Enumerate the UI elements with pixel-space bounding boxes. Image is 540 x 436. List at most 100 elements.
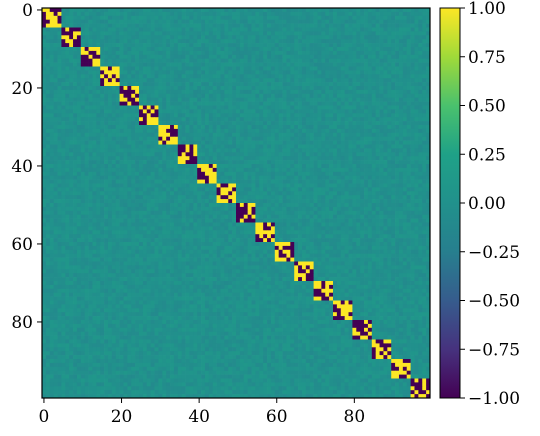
heatmap-cell xyxy=(80,113,86,118)
heatmap-cell xyxy=(107,160,113,165)
heatmap-cell xyxy=(228,70,233,75)
heatmap-cell xyxy=(360,156,365,161)
heatmap-cell xyxy=(201,70,206,75)
heatmap-cell xyxy=(170,179,175,184)
heatmap-cell xyxy=(204,167,210,173)
heatmap-cell xyxy=(53,144,58,149)
heatmap-cell xyxy=(208,156,214,161)
heatmap-cell xyxy=(298,144,303,149)
heatmap-cell xyxy=(410,50,415,56)
heatmap-cell xyxy=(294,70,299,75)
heatmap-cell xyxy=(104,82,109,87)
heatmap-cell xyxy=(146,183,151,188)
heatmap-cell xyxy=(309,136,314,141)
heatmap-cell xyxy=(387,74,392,79)
heatmap-cell xyxy=(325,171,330,177)
heatmap-cell xyxy=(313,136,318,141)
heatmap-cell xyxy=(228,47,233,52)
heatmap-cell xyxy=(309,93,314,99)
heatmap-cell xyxy=(278,97,283,102)
heatmap-cell xyxy=(173,113,179,118)
heatmap-cell xyxy=(96,144,101,149)
heatmap-cell xyxy=(181,43,186,48)
heatmap-cell xyxy=(224,23,229,28)
heatmap-cell xyxy=(131,152,136,157)
heatmap-cell xyxy=(232,15,237,21)
heatmap-cell xyxy=(142,97,148,102)
heatmap-cell xyxy=(270,171,276,177)
heatmap-cell xyxy=(333,23,338,28)
heatmap-cell xyxy=(239,128,245,134)
heatmap-cell xyxy=(398,43,404,48)
heatmap-cell xyxy=(115,144,120,149)
heatmap-cell xyxy=(414,74,419,79)
heatmap-cell xyxy=(239,121,245,126)
heatmap-cell xyxy=(236,93,241,99)
heatmap-cell xyxy=(45,121,51,126)
heatmap-cell xyxy=(135,47,140,52)
heatmap-cell xyxy=(333,105,338,110)
heatmap-cell xyxy=(201,109,206,114)
heatmap-cell xyxy=(414,117,419,122)
heatmap-cell xyxy=(173,39,179,44)
heatmap-cell xyxy=(100,121,105,126)
heatmap-cell xyxy=(325,136,330,141)
heatmap-cell xyxy=(220,47,225,52)
heatmap-cell xyxy=(166,82,171,87)
heatmap-cell xyxy=(356,35,361,40)
heatmap-cell xyxy=(154,89,159,95)
heatmap-cell xyxy=(154,113,159,118)
heatmap-cell xyxy=(107,117,113,122)
heatmap-cell xyxy=(282,97,287,102)
heatmap-cell xyxy=(96,93,101,99)
heatmap-cell xyxy=(107,171,113,177)
heatmap-cell xyxy=(73,183,78,188)
heatmap-cell xyxy=(309,62,314,67)
heatmap-cell xyxy=(88,191,93,196)
heatmap-cell xyxy=(379,195,384,200)
heatmap-cell xyxy=(162,156,167,161)
heatmap-cell xyxy=(42,199,47,204)
heatmap-cell xyxy=(387,113,392,118)
heatmap-cell xyxy=(135,160,140,165)
heatmap-cell xyxy=(422,152,427,157)
heatmap-cell xyxy=(166,160,171,165)
heatmap-cell xyxy=(185,128,190,134)
heatmap-cell xyxy=(294,31,299,36)
heatmap-cell xyxy=(88,39,93,44)
heatmap-cell xyxy=(228,23,233,28)
heatmap-cell xyxy=(69,39,74,44)
heatmap-cell xyxy=(45,179,51,184)
heatmap-cell xyxy=(177,160,183,165)
heatmap-cell xyxy=(96,43,101,48)
heatmap-cell xyxy=(57,171,62,177)
heatmap-cell xyxy=(259,101,264,106)
heatmap-cell xyxy=(414,160,419,165)
heatmap-cell xyxy=(92,74,97,79)
heatmap-cell xyxy=(340,74,345,79)
heatmap-cell xyxy=(344,97,349,102)
heatmap-cell xyxy=(426,128,431,134)
heatmap-cell xyxy=(150,15,155,21)
heatmap-cell xyxy=(65,199,70,204)
heatmap-cell xyxy=(278,152,283,157)
heatmap-cell xyxy=(375,171,380,177)
heatmap-cell xyxy=(189,66,194,71)
heatmap-cell xyxy=(367,113,373,118)
heatmap-cell xyxy=(402,191,408,196)
heatmap-cell xyxy=(181,152,186,157)
heatmap-cell xyxy=(154,19,159,24)
heatmap-cell xyxy=(313,156,318,161)
heatmap-cell xyxy=(364,152,369,157)
heatmap-cell xyxy=(344,191,349,196)
heatmap-cell xyxy=(313,11,318,17)
heatmap-cell xyxy=(212,62,217,67)
heatmap-cell xyxy=(383,93,388,99)
heatmap-cell xyxy=(294,175,299,180)
heatmap-cell xyxy=(360,105,365,110)
heatmap-cell xyxy=(69,74,74,79)
heatmap-cell xyxy=(88,187,93,192)
heatmap-cell xyxy=(352,164,357,169)
heatmap-cell xyxy=(317,47,322,52)
heatmap-cell xyxy=(336,62,342,67)
